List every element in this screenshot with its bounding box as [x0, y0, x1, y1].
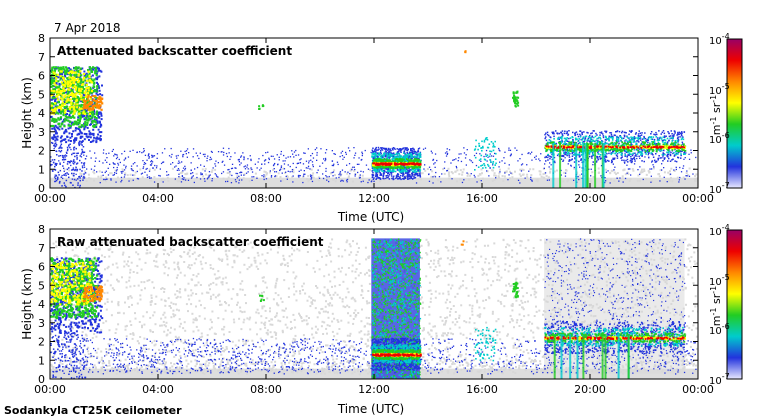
y-tick-label: 8	[38, 32, 45, 45]
x-tick-label: 00:00	[34, 192, 66, 205]
y-tick-label: 3	[38, 317, 45, 330]
x-tick-label: 12:00	[358, 383, 390, 396]
top-colorbar-unit: m-1 sr-1	[709, 95, 723, 135]
y-tick-label: 1	[38, 163, 45, 176]
top-colorbar: 10-4 10-5 10-6 10-7 m-1 sr-1	[709, 32, 743, 196]
top-panel: Attenuated backscatter coefficient 0 1 2 3 4…	[20, 32, 714, 224]
y-tick-label: 7	[38, 242, 45, 255]
top-x-axis: 00:00 04:00 08:00 12:00 16:00 20:00 00:00	[34, 38, 714, 205]
top-cb-tick-1e-7: 10-7	[709, 181, 730, 196]
y-tick-label: 4	[38, 107, 45, 120]
y-tick-label: 6	[38, 261, 45, 274]
bottom-x-axis: 00:00 04:00 08:00 12:00 16:00 20:00 00:00	[34, 229, 714, 396]
bottom-x-axis-label: Time (UTC)	[337, 402, 404, 416]
y-tick-label: 1	[38, 354, 45, 367]
y-tick-label: 0	[38, 182, 45, 195]
bottom-colorbar: 10-4 10-5 10-6 10-7 m-1 sr-1	[709, 223, 743, 387]
bottom-y-axis: 0 1 2 3 4 5 6 7 8	[38, 223, 698, 386]
y-tick-label: 6	[38, 70, 45, 83]
bottom-cb-tick-1e-4: 10-4	[709, 223, 730, 238]
x-tick-label: 00:00	[34, 383, 66, 396]
footer-label: Sodankyla CT25K ceilometer	[4, 404, 182, 417]
bottom-y-axis-label: Height (km)	[20, 268, 34, 339]
x-tick-label: 16:00	[466, 192, 498, 205]
y-tick-label: 8	[38, 223, 45, 236]
top-x-axis-label: Time (UTC)	[337, 210, 404, 224]
bottom-panel-title: Raw attenuated backscatter coefficient	[57, 235, 324, 249]
top-panel-title: Attenuated backscatter coefficient	[57, 44, 292, 58]
top-cb-tick-1e-5: 10-5	[709, 82, 730, 97]
y-tick-label: 5	[38, 279, 45, 292]
x-tick-label: 04:00	[142, 383, 174, 396]
top-cb-tick-1e-6: 10-6	[709, 131, 730, 146]
y-tick-label: 4	[38, 298, 45, 311]
x-tick-label: 20:00	[574, 192, 606, 205]
date-label: 7 Apr 2018	[54, 21, 121, 35]
top-cb-tick-1e-4: 10-4	[709, 32, 730, 47]
x-tick-label: 08:00	[250, 192, 282, 205]
bottom-cb-tick-1e-7: 10-7	[709, 372, 730, 387]
y-tick-label: 0	[38, 373, 45, 386]
x-tick-label: 00:00	[682, 383, 714, 396]
bottom-colorbar-scale	[726, 229, 743, 380]
x-tick-label: 20:00	[574, 383, 606, 396]
top-colorbar-scale	[726, 38, 743, 189]
top-y-axis-label: Height (km)	[20, 77, 34, 148]
y-tick-label: 3	[38, 126, 45, 139]
x-tick-label: 16:00	[466, 383, 498, 396]
y-tick-label: 5	[38, 88, 45, 101]
bottom-heatmap-data	[50, 238, 698, 379]
bottom-panel: Raw attenuated backscatter coefficient 0…	[20, 223, 714, 416]
x-tick-label: 00:00	[682, 192, 714, 205]
y-tick-label: 2	[38, 145, 45, 158]
x-tick-label: 12:00	[358, 192, 390, 205]
x-tick-label: 08:00	[250, 383, 282, 396]
bottom-cb-tick-1e-5: 10-5	[709, 273, 730, 288]
bottom-cb-tick-1e-6: 10-6	[709, 322, 730, 337]
top-heatmap-data	[50, 50, 698, 188]
x-tick-label: 04:00	[142, 192, 174, 205]
y-tick-label: 2	[38, 336, 45, 349]
top-y-axis: 0 1 2 3 4 5 6 7 8	[38, 32, 698, 195]
y-tick-label: 7	[38, 51, 45, 64]
bottom-colorbar-unit: m-1 sr-1	[709, 286, 723, 326]
